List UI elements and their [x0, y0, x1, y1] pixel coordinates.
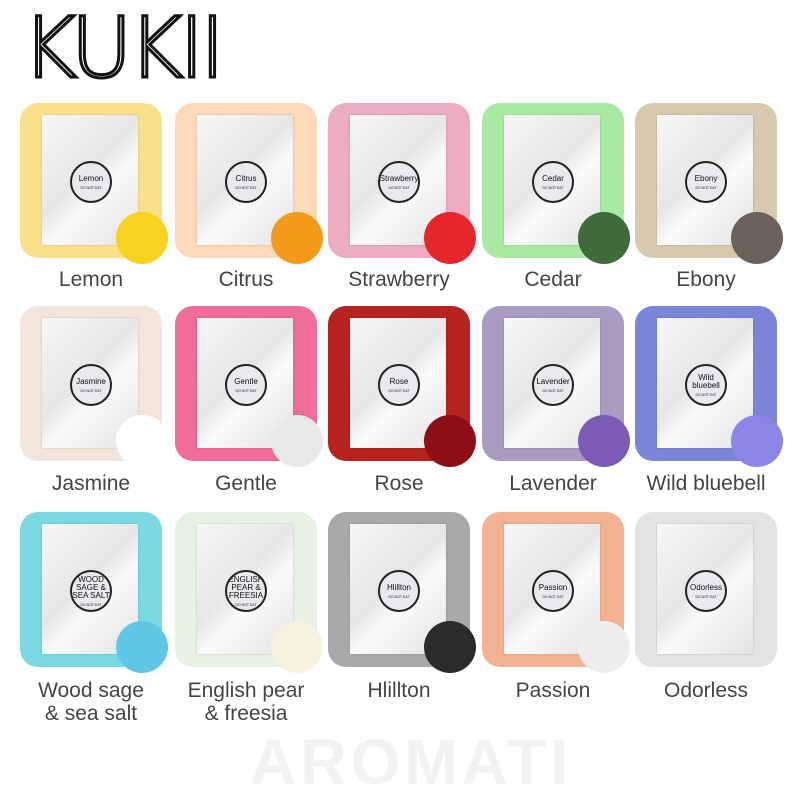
watermark-text: AROMATI [250, 726, 572, 798]
reed-diffuser-icon [271, 415, 323, 467]
scent-label: Lemon [58, 268, 124, 291]
sachet-warning: DO NOT EAT [388, 388, 410, 393]
sachet-warning: DO NOT EAT [542, 185, 564, 190]
sachet-seal: Ebony DO NOT EAT [685, 161, 727, 203]
sachet-name: Passion [538, 582, 568, 592]
sachet-name: Rose [389, 376, 409, 386]
scent-tile[interactable]: Jasmine DO NOT EAT [20, 306, 168, 467]
sachet-name: Ebony [694, 173, 718, 183]
scent-tile[interactable]: WOOD SAGE & SEA SALT DO NOT EAT [20, 512, 168, 673]
sachet-seal: Hlillton DO NOT EAT [378, 570, 420, 612]
scent-tile[interactable]: Ebony DO NOT EAT [635, 103, 783, 264]
sachet-seal: Rose DO NOT EAT [378, 364, 420, 406]
scent-label: English pear & freesia [187, 679, 305, 725]
scent-label: Lavender [509, 472, 597, 495]
scent-label: Gentle [215, 472, 277, 495]
scent-tile[interactable]: Strawberry DO NOT EAT [328, 103, 476, 264]
sachet-seal: Wild bluebell DO NOT EAT [685, 364, 727, 406]
sachet-name: Odorless [689, 582, 722, 592]
sachet-seal: Strawberry DO NOT EAT [378, 161, 420, 203]
scent-label: Cedar [524, 268, 582, 291]
sachet-name: WOOD SAGE & SEA SALT [72, 574, 110, 600]
sea-salt-shell-icon [116, 621, 168, 673]
sachet-warning: DO NOT EAT [80, 185, 102, 190]
sachet-name: Lavender [536, 376, 570, 386]
sachet-warning: DO NOT EAT [388, 185, 410, 190]
scent-tile[interactable]: Wild bluebell DO NOT EAT [635, 306, 783, 467]
sachet-warning: DO NOT EAT [695, 594, 717, 599]
brand-logo: KUKII [21, 0, 227, 97]
sachet-warning: DO NOT EAT [695, 185, 717, 190]
scent-label: Jasmine [51, 472, 131, 495]
strawberry-icon [424, 212, 476, 264]
sachet-seal: Cedar DO NOT EAT [532, 161, 574, 203]
lemon-icon [116, 212, 168, 264]
sachet-name: Hlillton [386, 582, 411, 592]
sachet-seal: Lemon DO NOT EAT [70, 161, 112, 203]
scent-tile[interactable]: Rose DO NOT EAT [328, 306, 476, 467]
sachet-warning: DO NOT EAT [235, 185, 257, 190]
sachet-packet: Hlillton DO NOT EAT [350, 524, 446, 654]
scent-label: Strawberry [348, 268, 450, 291]
scent-tile[interactable]: Passion DO NOT EAT [482, 512, 630, 673]
scent-label: Citrus [218, 268, 274, 291]
sachet-name: Strawberry [379, 173, 419, 183]
sachet-name: Cedar [542, 173, 564, 183]
sachet-name: ENGLISH PEAR & FREESIA [228, 574, 264, 600]
scent-label: Wood sage & sea salt [38, 679, 144, 725]
scent-tile[interactable]: Lavender DO NOT EAT [482, 306, 630, 467]
scent-label: Passion [515, 679, 591, 702]
cedar-branch-icon [578, 212, 630, 264]
diffuser-bottle-icon [424, 621, 476, 673]
sachet-seal: Passion DO NOT EAT [532, 570, 574, 612]
sachet-warning: DO NOT EAT [235, 388, 257, 393]
wood-log-icon [731, 212, 783, 264]
sachet-warning: DO NOT EAT [80, 602, 102, 607]
sachet-seal: Citrus DO NOT EAT [225, 161, 267, 203]
sachet-packet: Rose DO NOT EAT [350, 318, 446, 448]
sachet-packet: Odorless DO NOT EAT [657, 524, 753, 654]
scent-label: Ebony [676, 268, 736, 291]
lavender-icon [578, 415, 630, 467]
scent-label: Odorless [663, 679, 749, 702]
sachet-seal: ENGLISH PEAR & FREESIA DO NOT EAT [225, 570, 267, 612]
sachet-warning: DO NOT EAT [80, 388, 102, 393]
sachet-name: Citrus [235, 173, 257, 183]
scent-tile[interactable]: Gentle DO NOT EAT [175, 306, 323, 467]
sachet-warning: DO NOT EAT [542, 594, 564, 599]
orange-icon [271, 212, 323, 264]
rose-icon [424, 415, 476, 467]
sachet-seal: Gentle DO NOT EAT [225, 364, 267, 406]
jasmine-flower-icon [116, 415, 168, 467]
sachet-seal: Lavender DO NOT EAT [532, 364, 574, 406]
scent-tile[interactable]: Odorless DO NOT EAT [635, 512, 777, 667]
scent-label: Wild bluebell [646, 472, 766, 495]
scent-label: Hlillton [367, 679, 431, 702]
sachet-seal: Jasmine DO NOT EAT [70, 364, 112, 406]
freesia-flower-icon [271, 621, 323, 673]
sachet-warning: DO NOT EAT [542, 388, 564, 393]
scent-tile[interactable]: Lemon DO NOT EAT [20, 103, 168, 264]
sachet-packet: Lavender DO NOT EAT [504, 318, 600, 448]
reed-diffuser-icon [578, 621, 630, 673]
sachet-name: Jasmine [76, 376, 106, 386]
sachet-warning: DO NOT EAT [388, 594, 410, 599]
scent-label: Rose [374, 472, 424, 495]
sachet-name: Wild bluebell [692, 372, 720, 390]
sachet-name: Gentle [234, 376, 258, 386]
scent-tile[interactable]: ENGLISH PEAR & FREESIA DO NOT EAT [175, 512, 323, 673]
sachet-seal: Odorless DO NOT EAT [685, 570, 727, 612]
scent-tile[interactable]: Hlillton DO NOT EAT [328, 512, 476, 673]
sachet-warning: DO NOT EAT [695, 392, 717, 397]
sachet-warning: DO NOT EAT [235, 602, 257, 607]
scent-tile[interactable]: Citrus DO NOT EAT [175, 103, 323, 264]
sachet-packet: Gentle DO NOT EAT [197, 318, 293, 448]
bluebell-icon [731, 415, 783, 467]
scent-tile[interactable]: Cedar DO NOT EAT [482, 103, 630, 264]
sachet-seal: WOOD SAGE & SEA SALT DO NOT EAT [70, 570, 112, 612]
sachet-name: Lemon [78, 173, 104, 183]
